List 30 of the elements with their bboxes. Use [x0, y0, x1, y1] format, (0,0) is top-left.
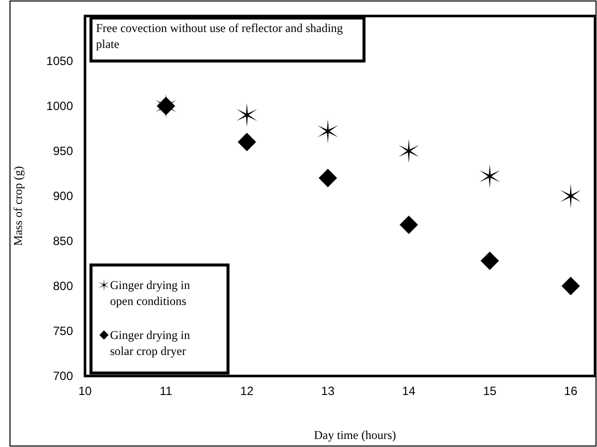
y-tick-label: 800: [52, 279, 74, 294]
x-tick-label: 11: [160, 384, 172, 398]
point: [562, 276, 580, 296]
x-tick-label: 10: [78, 384, 92, 398]
y-tick-label: 850: [52, 234, 74, 248]
legend-label: Ginger drying in open conditions: [110, 277, 191, 309]
point: [480, 252, 499, 270]
y-tick-label: 1050: [46, 54, 74, 68]
y-tick-label: 700: [52, 369, 74, 384]
y-axis-title: Mass of crop (g): [11, 166, 25, 246]
x-tick-label: 12: [240, 384, 254, 398]
x-tick-label: 13: [321, 384, 335, 398]
point: [479, 164, 500, 188]
y-tick-label: 750: [52, 324, 74, 338]
point: [238, 132, 256, 152]
x-axis-title: Day time (hours): [314, 428, 396, 442]
point: [317, 119, 338, 144]
x-tick-label: 16: [564, 384, 578, 398]
point: [318, 168, 338, 188]
point: [400, 216, 418, 234]
y-tick-label: 950: [52, 144, 74, 158]
y-tick-label: 900: [52, 189, 74, 204]
point: [236, 103, 258, 127]
x-tick-label: 14: [402, 384, 416, 398]
annotation: Free covection without use of reflector and shading plate: [96, 20, 344, 52]
legend-label: Ginger drying in solar crop dryer: [110, 327, 191, 359]
point: [560, 184, 582, 208]
y-tick-label: 1000: [46, 99, 74, 114]
x-tick-label: 15: [483, 384, 497, 398]
point: [398, 139, 420, 163]
